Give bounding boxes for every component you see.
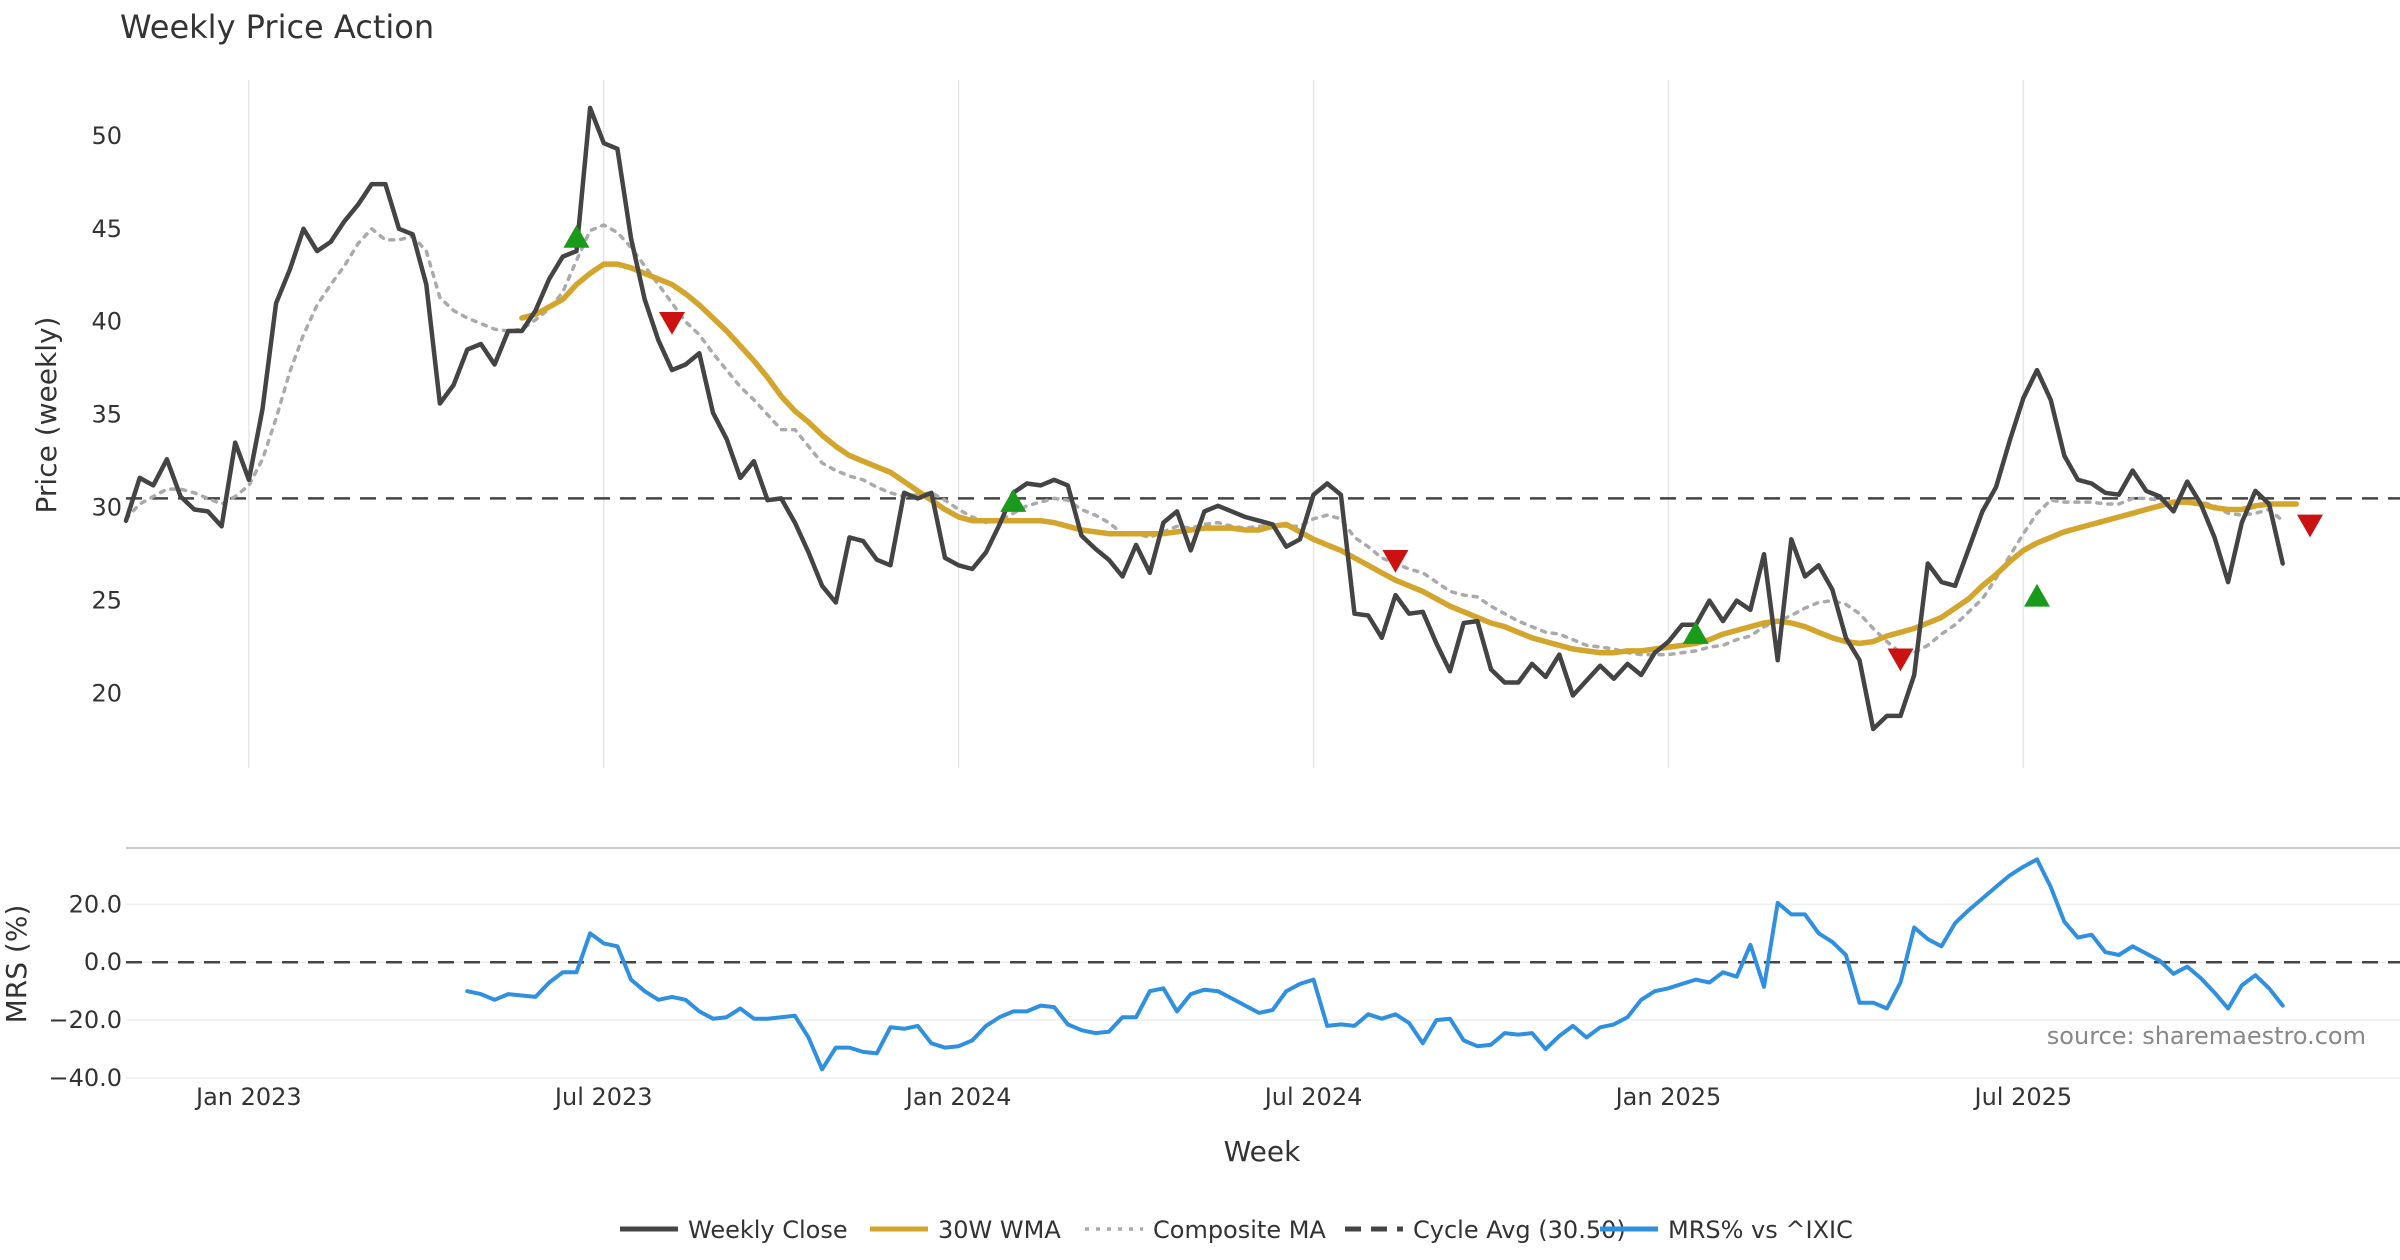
price-y-tick-5: 45 [91,215,122,243]
mrs-y-ticks: 20.0 0.0 −20.0 −40.0 [48,890,122,1092]
x-tick-0: Jan 2023 [194,1083,302,1111]
price-y-ticks: 20 25 30 35 40 45 50 [91,122,122,708]
price-y-tick-4: 40 [91,308,122,336]
x-tick-1: Jul 2023 [553,1083,653,1111]
x-tick-2: Jan 2024 [904,1083,1012,1111]
x-axis-title: Week [1224,1135,1301,1168]
composite-ma-line [124,223,2285,657]
legend-label-4: MRS% vs ^IXIC [1668,1216,1853,1244]
price-y-tick-6: 50 [91,122,122,150]
sell-signal-1 [1382,549,1409,573]
mrs-y-tick-3: −40.0 [48,1064,122,1092]
legend-label-1: 30W WMA [938,1216,1061,1244]
buy-signal-2 [1682,621,1709,644]
price-y-tick-1: 25 [91,587,122,615]
mrs-panel-grid [126,903,2400,1079]
legend: Weekly Close 30W WMA Composite MA Cycle Avg… [620,1216,1853,1244]
mrs-line [465,857,2285,1072]
price-series-group [123,105,2400,732]
price-y-tick-0: 20 [91,680,122,708]
mrs-y-axis-title: MRS (%) [0,905,33,1024]
weekly-close-line [123,105,2285,732]
price-y-tick-3: 35 [91,401,122,429]
sell-signal-0 [659,311,685,335]
mrs-y-tick-1: 0.0 [84,948,122,976]
x-tick-3: Jul 2024 [1263,1083,1363,1111]
legend-label-2: Composite MA [1153,1216,1326,1244]
buy-signal-0 [563,225,590,248]
x-tick-labels: Jan 2023 Jul 2023 Jan 2024 Jul 2024 Jan 2025… [194,1083,2072,1111]
x-tick-4: Jan 2025 [1614,1083,1722,1111]
chart-title: Weekly Price Action [120,8,434,46]
price-panel-grid [248,80,2025,768]
buy-signal-1 [1000,489,1027,512]
signal-markers [563,225,2323,672]
wma-30w-line [519,261,2300,656]
legend-label-0: Weekly Close [688,1216,848,1244]
buy-signal-3 [2024,583,2050,607]
price-y-axis-title: Price (weekly) [30,317,63,514]
sell-signal-2 [1887,648,1914,672]
source-annotation: source: sharemaestro.com [2047,1022,2366,1050]
x-tick-5: Jul 2025 [1973,1083,2073,1111]
mrs-y-tick-0: 20.0 [69,890,122,918]
mrs-series-group [126,857,2400,1072]
mrs-y-tick-2: −20.0 [48,1006,122,1034]
sell-signal-3 [2297,514,2323,538]
price-y-tick-2: 30 [91,494,122,522]
legend-label-3: Cycle Avg (30.50) [1413,1216,1626,1244]
